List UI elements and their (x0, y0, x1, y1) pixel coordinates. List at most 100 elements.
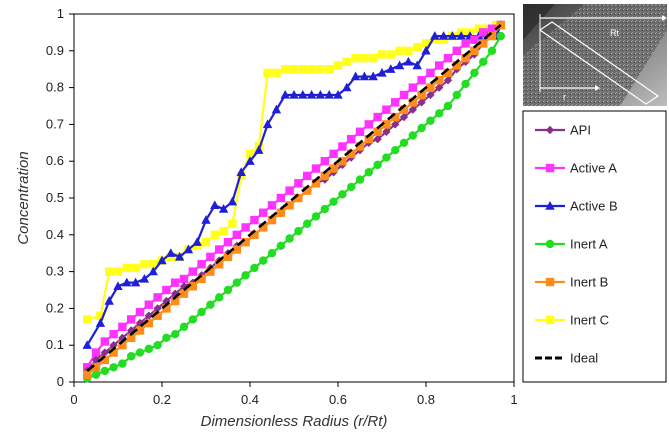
data-point-active-b (306, 89, 317, 99)
data-point-inert-c (369, 53, 378, 63)
data-point-inert-c (360, 53, 369, 63)
data-point-active-a (223, 237, 233, 247)
data-point-active-a (118, 322, 127, 331)
data-point-inert-a (399, 138, 409, 147)
data-point-active-a (276, 193, 285, 203)
data-point-active-b (82, 340, 92, 349)
data-point-active-b (368, 71, 378, 81)
data-point-inert-a (135, 348, 145, 357)
data-point-active-a (338, 142, 347, 151)
legend-label: Inert B (570, 275, 608, 290)
data-point-inert-b (417, 90, 426, 100)
data-point-inert-b (391, 112, 400, 122)
data-point-active-a (144, 300, 153, 309)
data-point-inert-c (474, 24, 483, 33)
data-point-active-a (206, 252, 215, 262)
data-point-inert-a (320, 204, 329, 214)
y-tick-label: 0.1 (46, 337, 64, 352)
data-point-active-a (267, 201, 277, 210)
data-point-active-b (166, 248, 176, 257)
data-point-inert-c (342, 57, 351, 67)
data-point-active-b (254, 145, 264, 154)
data-point-inert-b (311, 179, 321, 188)
data-point-active-a (259, 208, 268, 217)
data-point-active-b (174, 251, 185, 261)
data-point-inert-b (215, 260, 224, 269)
data-point-api (391, 120, 400, 129)
legend-label: Ideal (570, 351, 598, 366)
data-point-inert-a (206, 300, 215, 309)
data-point-active-a (91, 348, 101, 357)
data-point-active-b (139, 273, 150, 283)
legend-item-active-b: Active B (535, 199, 618, 214)
legend-marker (545, 163, 555, 173)
series-line-ideal (86, 24, 502, 372)
data-point-active-b (201, 215, 211, 224)
data-point-active-a (320, 157, 329, 166)
data-point-inert-b (179, 289, 189, 298)
legend-label: Active A (570, 161, 617, 176)
legend-marker (545, 201, 555, 210)
data-point-inert-a (91, 370, 101, 379)
legend-label: Inert C (570, 313, 609, 328)
data-point-inert-a (179, 322, 189, 331)
data-point-inert-b (223, 252, 233, 262)
data-point-api (109, 341, 118, 350)
data-point-active-b (324, 89, 334, 99)
data-point-inert-a (250, 263, 259, 273)
data-point-inert-c (131, 263, 140, 273)
data-point-inert-c (333, 61, 343, 70)
legend-item-inert-a: Inert A (535, 237, 608, 252)
data-point-inert-b (443, 68, 453, 78)
data-point-inert-a (452, 90, 461, 100)
data-point-active-a (197, 260, 206, 269)
data-point-inert-c (201, 237, 211, 247)
data-point-api (399, 112, 409, 122)
data-point-inert-c (404, 46, 413, 55)
data-point-inert-c (281, 65, 290, 74)
data-point-inert-b (135, 326, 145, 335)
data-point-api (373, 134, 382, 144)
data-point-inert-b (338, 157, 347, 166)
data-point-inert-a (267, 249, 277, 258)
data-point-active-a (188, 267, 197, 276)
data-point-inert-a (100, 366, 110, 376)
series-inert-a (83, 31, 505, 383)
legend-item-ideal: Ideal (535, 351, 598, 366)
data-point-inert-c (210, 230, 219, 239)
data-point-api (408, 105, 417, 114)
y-tick-label: 0.9 (46, 43, 64, 58)
data-point-inert-a (470, 68, 479, 78)
data-point-active-b (456, 31, 466, 40)
legend-label: Active B (570, 199, 618, 214)
data-point-inert-b (479, 39, 488, 48)
legend-item-api: API (535, 123, 591, 138)
x-tick-label: 0.8 (417, 392, 435, 407)
data-point-inert-b (426, 83, 435, 92)
data-point-inert-a (364, 168, 373, 177)
data-point-active-b (342, 82, 352, 92)
data-point-active-b (157, 255, 167, 265)
data-point-active-b (130, 277, 141, 287)
data-point-active-b (122, 277, 132, 287)
legend-item-active-a: Active A (535, 161, 617, 176)
data-point-inert-c (289, 65, 299, 74)
data-point-inert-b (303, 186, 312, 195)
x-tick-label: 1 (510, 392, 517, 407)
data-point-inert-c (228, 219, 237, 228)
data-point-inert-c (263, 68, 272, 78)
data-point-inert-a (479, 57, 488, 67)
data-point-active-b (403, 56, 414, 66)
data-point-inert-c (140, 260, 149, 269)
data-point-active-a (232, 230, 241, 239)
data-point-inert-b (452, 61, 461, 70)
legend-marker (545, 125, 555, 135)
data-point-inert-a (435, 109, 444, 118)
y-tick-label: 0 (57, 374, 64, 389)
data-point-active-b (412, 60, 422, 70)
data-point-inert-c (149, 260, 158, 269)
data-point-inert-a (382, 153, 391, 162)
data-point-inert-b (127, 333, 136, 343)
data-point-active-a (461, 39, 470, 48)
data-point-active-a (391, 98, 400, 107)
